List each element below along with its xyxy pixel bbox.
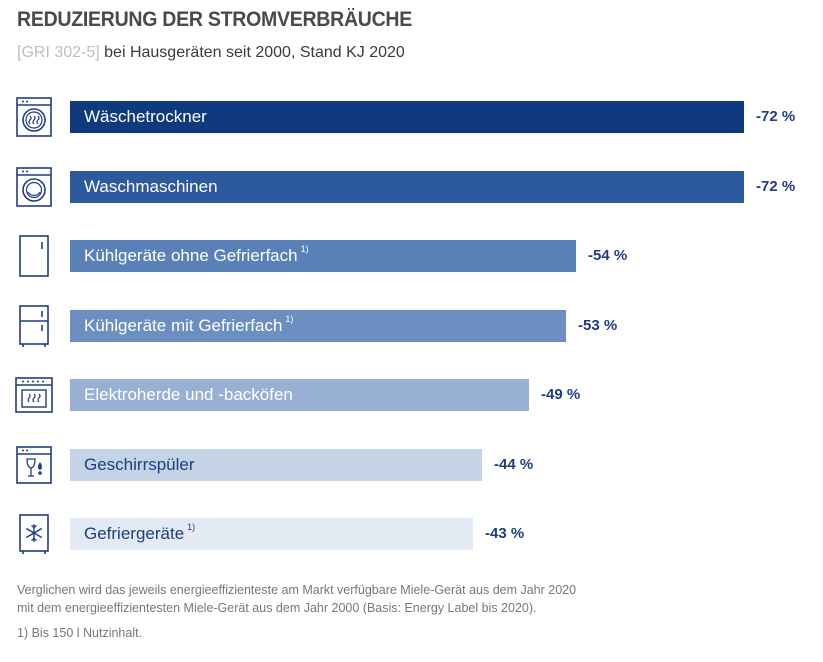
gri-reference: [GRI 302-5] (17, 44, 100, 61)
value-label: -44 % (494, 455, 534, 473)
bar-2: Kühlgeräte ohne Gefrierfach 1) (70, 240, 576, 272)
footnote-line-1: Verglichen wird das jeweils energieeffiz… (17, 583, 577, 597)
chart-subtitle: [GRI 302-5] bei Hausgeräten seit 2000, S… (17, 44, 405, 62)
value-label: -43 % (485, 525, 525, 542)
footnote-line-2: mit dem energieeffizientesten Miele-Gerä… (17, 601, 537, 615)
bar-label: Elektroherde und -backöfen (84, 385, 293, 404)
bar-4: Elektroherde und -backöfen (70, 379, 529, 411)
bar-label: Kühlgeräte ohne Gefrierfach 1) (84, 244, 309, 265)
footnote-mark: 1) (285, 313, 294, 324)
bar-label: Geschirrspüler (84, 454, 195, 474)
bar-label: Waschmaschinen (84, 176, 218, 196)
chart-title: REDUZIERUNG DER STROMVERBRÄUCHE (17, 8, 412, 31)
fridge-freezer-icon (13, 304, 55, 347)
freezer-icon (13, 513, 55, 555)
washing-machine-icon (13, 166, 55, 208)
footnote-mark: 1) (187, 522, 196, 533)
bar-3: Kühlgeräte mit Gefrierfach 1) (70, 309, 566, 342)
footnote-mark: 1) (300, 244, 309, 255)
bar-1: Waschmaschinen (70, 170, 744, 203)
subtitle-text: bei Hausgeräten seit 2000, Stand KJ 2020 (99, 44, 405, 61)
bar-5: Geschirrspüler (70, 448, 482, 481)
value-label: -53 % (578, 316, 618, 334)
bar-0: Wäschetrockner (70, 101, 744, 133)
bar-6: Gefriergeräte 1) (70, 518, 473, 550)
value-label: -49 % (541, 386, 581, 403)
bar-label: Gefriergeräte 1) (84, 522, 196, 543)
footnote-reference: 1) Bis 150 l Nutzinhalt. (17, 626, 143, 640)
value-label: -72 % (756, 108, 796, 125)
footnote: Verglichen wird das jeweils energieeffiz… (17, 581, 576, 617)
bar-label: Wäschetrockner (84, 107, 207, 126)
bar-label: Kühlgeräte mit Gefrierfach 1) (84, 313, 294, 335)
dryer-icon (13, 96, 55, 138)
dishwasher-icon (13, 444, 55, 486)
bar-chart: Wäschetrockner -72 % Waschmaschinen -72 % Kü… (0, 80, 823, 560)
value-label: -54 % (588, 247, 628, 264)
oven-icon (13, 374, 55, 416)
fridge-icon (13, 235, 55, 277)
value-label: -72 % (756, 177, 796, 195)
